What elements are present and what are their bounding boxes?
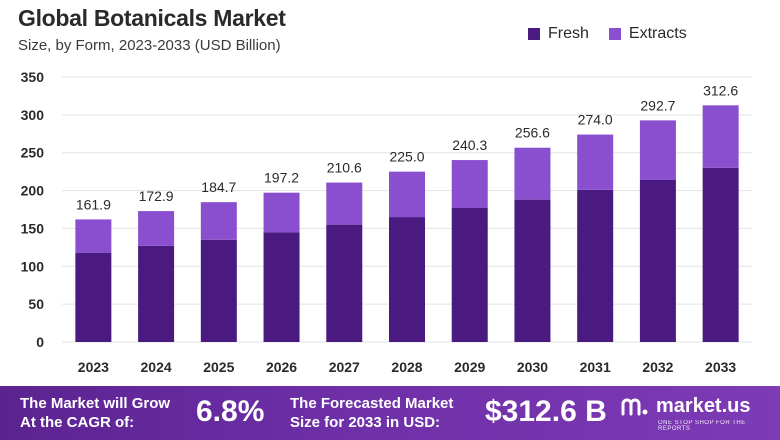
x-tick-label: 2025	[203, 359, 234, 375]
legend-label-fresh: Fresh	[548, 25, 589, 42]
data-label-total: 312.6	[703, 82, 738, 98]
legend-item-extracts: Extracts	[608, 25, 687, 43]
bar-fresh-2031	[577, 189, 614, 342]
data-label-total: 256.6	[515, 125, 550, 141]
cagr-label-line1: The Market will Grow	[20, 395, 171, 412]
cagr-value: 6.8%	[196, 395, 265, 428]
y-tick-label: 150	[21, 220, 45, 236]
legend: Fresh Extracts	[528, 25, 687, 43]
data-label-total: 274.0	[578, 112, 613, 128]
bar-fresh-2032	[639, 179, 676, 342]
cagr-label: The Market will Grow At the CAGR of:	[20, 394, 170, 432]
bar-fresh-2027	[326, 224, 363, 342]
bar-fresh-2026	[263, 232, 300, 342]
x-tick-label: 2024	[141, 359, 172, 375]
data-label-total: 172.9	[139, 188, 174, 204]
bar-extracts-2031	[577, 134, 614, 190]
x-tick-label: 2031	[580, 359, 611, 375]
y-tick-label: 250	[21, 145, 45, 161]
bar-extracts-2033	[702, 105, 739, 168]
bar-fresh-2030	[514, 199, 551, 342]
y-tick-label: 350	[21, 69, 45, 85]
forecast-label-line1: The Forecasted Market	[290, 395, 454, 412]
bar-extracts-2023	[75, 219, 112, 253]
bar-extracts-2027	[326, 182, 363, 225]
bar-extracts-2026	[263, 192, 300, 233]
bar-extracts-2030	[514, 147, 551, 200]
data-label-total: 225.0	[389, 149, 424, 165]
legend-swatch-fresh	[528, 28, 540, 40]
stacked-bar-chart: 0 50 100 150 200 250 300 350 161.9 2023 172.9 2024 1…	[21, 69, 752, 375]
x-tick-label: 2033	[705, 359, 736, 375]
bar-fresh-2024	[138, 245, 175, 342]
brand: market.us	[620, 395, 751, 418]
cagr-label-line2: At the CAGR of:	[20, 414, 135, 431]
data-label-total: 240.3	[452, 137, 487, 153]
legend-item-fresh: Fresh	[528, 25, 589, 43]
bar-fresh-2033	[702, 167, 739, 342]
y-tick-label: 300	[21, 107, 45, 123]
y-tick-label: 200	[21, 183, 45, 199]
data-label-total: 197.2	[264, 170, 299, 186]
bar-fresh-2028	[389, 217, 425, 342]
x-tick-label: 2028	[391, 359, 422, 375]
x-tick-label: 2029	[454, 359, 485, 375]
forecast-label: The Forecasted Market Size for 2033 in U…	[290, 394, 453, 432]
bar-extracts-2025	[200, 202, 237, 240]
chart-subtitle: Size, by Form, 2023-2033 (USD Billion)	[18, 37, 281, 54]
bar-fresh-2025	[200, 239, 237, 342]
x-tick-label: 2030	[517, 359, 548, 375]
y-tick-label: 0	[36, 334, 44, 350]
brand-name: market.us	[656, 395, 751, 417]
bar-extracts-2029	[451, 160, 488, 208]
bar-fresh-2023	[75, 252, 112, 342]
data-label-total: 184.7	[201, 179, 236, 195]
forecast-label-line2: Size for 2033 in USD:	[290, 414, 441, 431]
footer-banner: The Market will Grow At the CAGR of: 6.8…	[0, 386, 780, 440]
forecast-value: $312.6 B	[485, 395, 607, 428]
bar-extracts-2028	[389, 171, 425, 218]
bar-fresh-2029	[451, 207, 488, 342]
brand-tagline: ONE STOP SHOP FOR THE REPORTS	[658, 420, 746, 432]
x-tick-label: 2023	[78, 359, 109, 375]
y-tick-label: 50	[28, 296, 44, 312]
data-label-total: 161.9	[76, 196, 111, 212]
legend-label-extracts: Extracts	[628, 25, 687, 42]
bar-extracts-2024	[138, 211, 175, 246]
data-label-total: 292.7	[640, 97, 675, 113]
chart-title: Global Botanicals Market	[18, 5, 286, 31]
market-us-logo-icon	[620, 396, 650, 418]
legend-swatch-extracts	[608, 28, 621, 40]
bar-extracts-2032	[639, 120, 676, 180]
y-tick-label: 100	[21, 258, 45, 274]
x-tick-label: 2027	[329, 359, 360, 375]
data-label-total: 210.6	[327, 160, 362, 176]
x-tick-label: 2026	[266, 359, 297, 375]
x-tick-label: 2032	[642, 359, 673, 375]
